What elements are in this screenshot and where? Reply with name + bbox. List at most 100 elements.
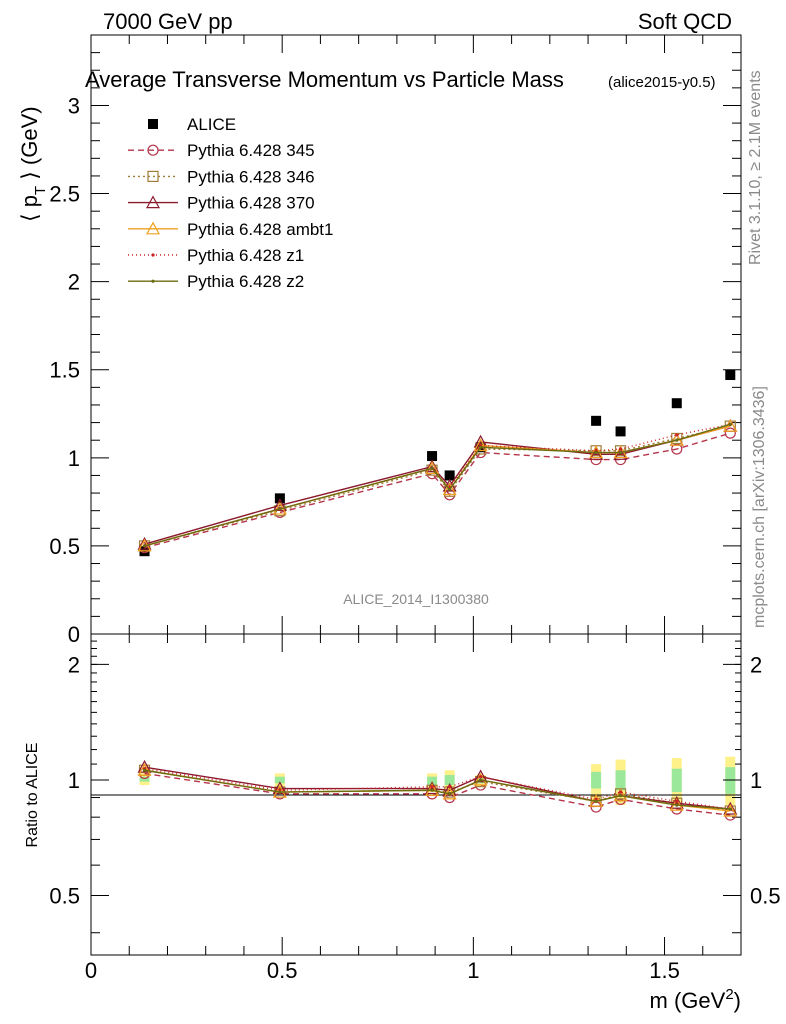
- ratio-series-group: [137, 759, 738, 821]
- main-y-tick-label: 2.5: [49, 182, 80, 207]
- main-series-line: [144, 423, 731, 547]
- main-data-point: [425, 459, 440, 473]
- main-data-point: [427, 451, 438, 462]
- legend-marker: [148, 119, 158, 129]
- main-data-point: [725, 370, 736, 381]
- main-data-point: [142, 544, 147, 548]
- main-data-point: [448, 487, 452, 492]
- main-series-line: [144, 432, 731, 549]
- ratio-data-point: [278, 790, 282, 794]
- ratio-panel: 0.5 0.5 1 1 2 2 Ratio to ALICE 0 0.5 1 1.5 m (Ge…: [24, 633, 781, 1013]
- ratio-data-point: [613, 788, 628, 802]
- ratio-band-green: [725, 767, 736, 794]
- main-data-point: [618, 447, 623, 451]
- main-y-tick-label: 1: [68, 446, 80, 471]
- mcplots-label: mcplots.cern.ch [arXiv:1306.3436]: [751, 386, 768, 628]
- main-y-tick-label: 0.5: [49, 534, 80, 559]
- legend-label: Pythia 6.428 345: [187, 141, 315, 160]
- main-series-6: [142, 422, 732, 548]
- main-y-tick-labels: 0 0.5 1 1.5 2 2.5 3: [49, 93, 80, 647]
- main-data-point: [425, 461, 440, 474]
- ratio-axis-ticks: [90, 634, 742, 955]
- analysis-watermark: ALICE_2014_I1300380: [343, 591, 489, 607]
- main-axis-ticks: [90, 34, 742, 635]
- ratio-data-point: [430, 785, 434, 789]
- ratio-band-green: [139, 776, 150, 782]
- legend-marker: [145, 195, 161, 209]
- ratio-data-point: [675, 799, 679, 803]
- ratio-y-tick-labels: 0.5 0.5 1 1 2 2: [49, 652, 780, 908]
- main-data-point: [728, 422, 732, 426]
- ratio-data-point: [448, 785, 452, 789]
- ratio-band-green: [591, 771, 602, 789]
- x-tick-label: 0: [85, 958, 97, 983]
- ratio-data-point: [448, 792, 452, 796]
- main-data-point: [430, 466, 434, 470]
- header-right: Soft QCD: [638, 9, 732, 34]
- main-series-line: [144, 425, 731, 547]
- ratio-band-green: [671, 768, 682, 793]
- x-tick-label: 1.5: [649, 958, 680, 983]
- ratio-band-green: [274, 776, 285, 784]
- legend-marker: [147, 170, 159, 182]
- ratio-data-point: [675, 803, 679, 807]
- ratio-y-tick-label-right: 2: [750, 652, 762, 677]
- legend: ALICE Pythia 6.428 345 Pythia 6.428 346 Pyt…: [128, 115, 333, 291]
- ratio-data-point: [473, 772, 488, 786]
- ratio-band-green: [615, 770, 626, 791]
- main-data-point: [589, 447, 604, 460]
- main-data-point: [675, 438, 679, 442]
- main-data-point: [675, 433, 679, 437]
- ratio-data-point: [618, 794, 623, 798]
- legend-marker: [151, 279, 155, 283]
- ratio-data-point: [723, 803, 738, 817]
- ratio-data-point: [618, 790, 623, 794]
- ratio-data-point: [594, 799, 598, 803]
- main-y-axis-label: ⟨ pT ⟩ (GeV): [17, 106, 49, 222]
- legend-label: Pythia 6.428 z2: [187, 272, 304, 291]
- ratio-data-point: [425, 781, 440, 795]
- ratio-y-tick-label-right: 1: [750, 768, 762, 793]
- legend-label: ALICE: [187, 115, 236, 134]
- main-data-point: [591, 415, 602, 426]
- main-series-line: [144, 425, 731, 547]
- legend-label: Pythia 6.428 370: [187, 194, 315, 213]
- main-y-tick-label: 2: [68, 270, 80, 295]
- main-series-5: [142, 422, 732, 548]
- main-panel: 0 0.5 1 1.5 2 2.5 3 ALICE_2014_I1300380 Averag…: [17, 34, 742, 647]
- x-axis-label: m (GeV2): [650, 986, 741, 1013]
- ratio-data-point: [728, 807, 732, 811]
- main-series-group: [137, 370, 738, 557]
- x-tick-labels: 0 0.5 1 1.5: [85, 958, 680, 983]
- main-series-2: [138, 420, 736, 552]
- ratio-data-point: [473, 769, 488, 783]
- chart-subtitle: (alice2015-y0.5): [608, 74, 716, 91]
- ratio-y-tick-label-right: 0.5: [750, 884, 781, 909]
- legend-marker: [147, 144, 159, 156]
- header-left: 7000 GeV pp: [103, 9, 233, 34]
- main-series-4: [137, 418, 738, 552]
- ratio-data-point: [137, 762, 152, 776]
- rivet-label: Rivet 3.1.10, ≥ 2.1M events: [747, 70, 764, 265]
- ratio-data-point: [430, 788, 434, 792]
- ratio-data-point: [137, 759, 152, 773]
- ratio-data-point: [479, 778, 483, 782]
- main-series-0: [139, 370, 736, 557]
- main-series-line: [144, 423, 731, 547]
- main-data-point: [671, 398, 682, 409]
- main-data-point: [278, 507, 282, 511]
- ratio-y-tick-label-left: 1: [68, 768, 80, 793]
- ratio-data-point: [142, 768, 147, 772]
- main-series-line: [144, 425, 731, 545]
- ratio-y-tick-label-left: 2: [68, 652, 80, 677]
- chart-title: Average Transverse Momentum vs Particle …: [85, 67, 564, 92]
- main-data-point: [594, 450, 598, 455]
- main-data-point: [137, 536, 152, 550]
- main-y-tick-label: 0: [68, 622, 80, 647]
- legend-marker: [145, 221, 161, 235]
- ratio-series-1: [138, 764, 736, 817]
- main-data-point: [442, 482, 457, 496]
- main-y-tick-label: 1.5: [49, 358, 80, 383]
- ratio-data-point: [669, 795, 684, 809]
